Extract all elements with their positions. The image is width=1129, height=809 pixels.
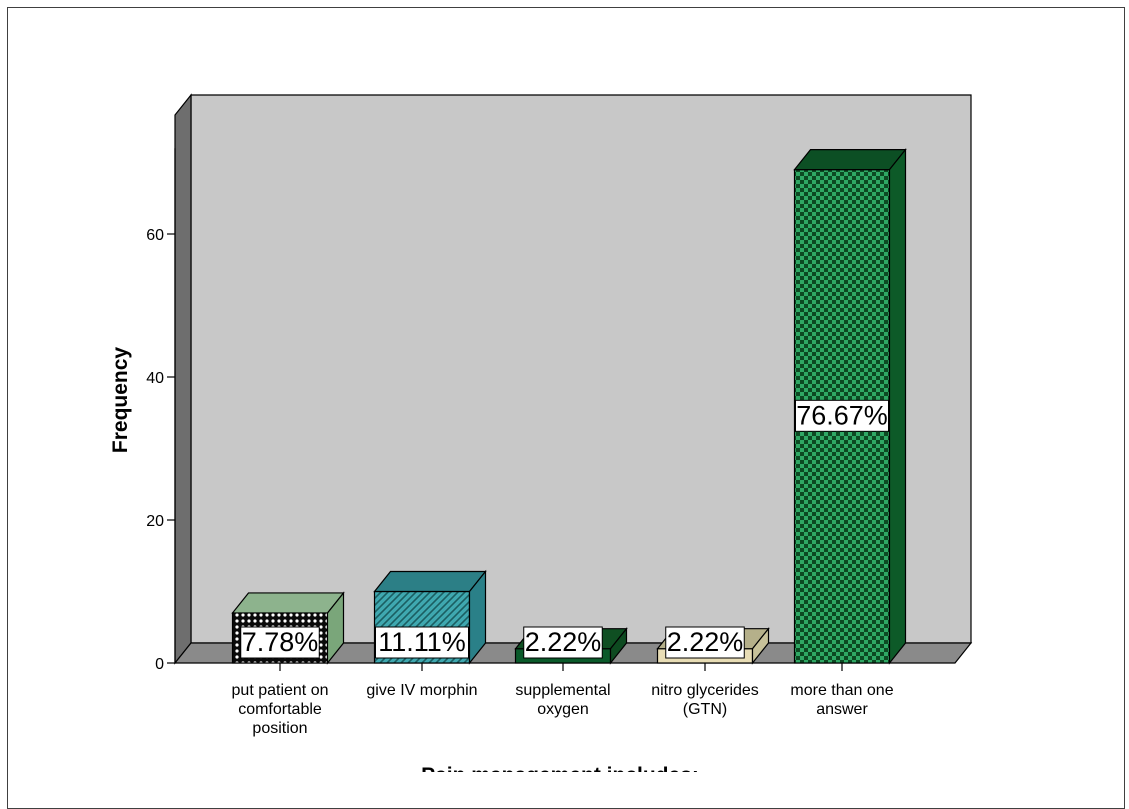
x-tick-label: comfortable [238, 701, 322, 718]
bar-side-face [888, 147, 907, 665]
x-axis-title: Pain management includes: [421, 764, 699, 772]
x-tick-label: position [252, 720, 307, 737]
x-tick-label: more than one [790, 682, 893, 699]
x-tick-label: oxygen [537, 701, 589, 718]
bar-top-face [793, 149, 907, 171]
bar-side-face [751, 626, 770, 665]
data-label: 2.22% [525, 627, 602, 657]
data-label-box [523, 626, 603, 659]
y-tick-label: 0 [155, 656, 164, 673]
data-label: 7.78% [242, 627, 319, 657]
chart-plot-area: 0 20 40 60 Frequency 7.78% put patient on comfo… [109, 93, 973, 772]
chart-svg: 0 20 40 60 Frequency 7.78% put patient on comfo… [109, 93, 973, 772]
data-label-box [665, 626, 745, 659]
data-label-box [795, 399, 889, 432]
chart-side-wall [174, 93, 192, 665]
y-tick-label: 20 [146, 513, 164, 530]
data-label-box [240, 626, 320, 659]
x-tick-label: supplemental [515, 682, 610, 699]
y-axis-title: Frequency [109, 347, 132, 454]
x-tick-label: give IV morphin [366, 682, 477, 699]
data-label: 11.11% [378, 627, 466, 657]
x-tick-label: nitro glycerides [651, 682, 759, 699]
bar-side-face [609, 626, 628, 665]
bar-side-face [326, 591, 345, 665]
x-tick-label: put patient on [232, 682, 329, 699]
x-tick-label: answer [816, 701, 868, 718]
data-label: 76.67% [796, 400, 888, 430]
y-tick-label: 60 [146, 227, 164, 244]
bar-side-face [468, 569, 487, 665]
data-label: 2.22% [667, 627, 744, 657]
bar-top-face [373, 570, 487, 593]
x-tick-label: (GTN) [683, 701, 727, 718]
data-label-box [375, 626, 469, 659]
bar-top-face [231, 592, 345, 614]
y-tick-label: 40 [146, 370, 164, 387]
